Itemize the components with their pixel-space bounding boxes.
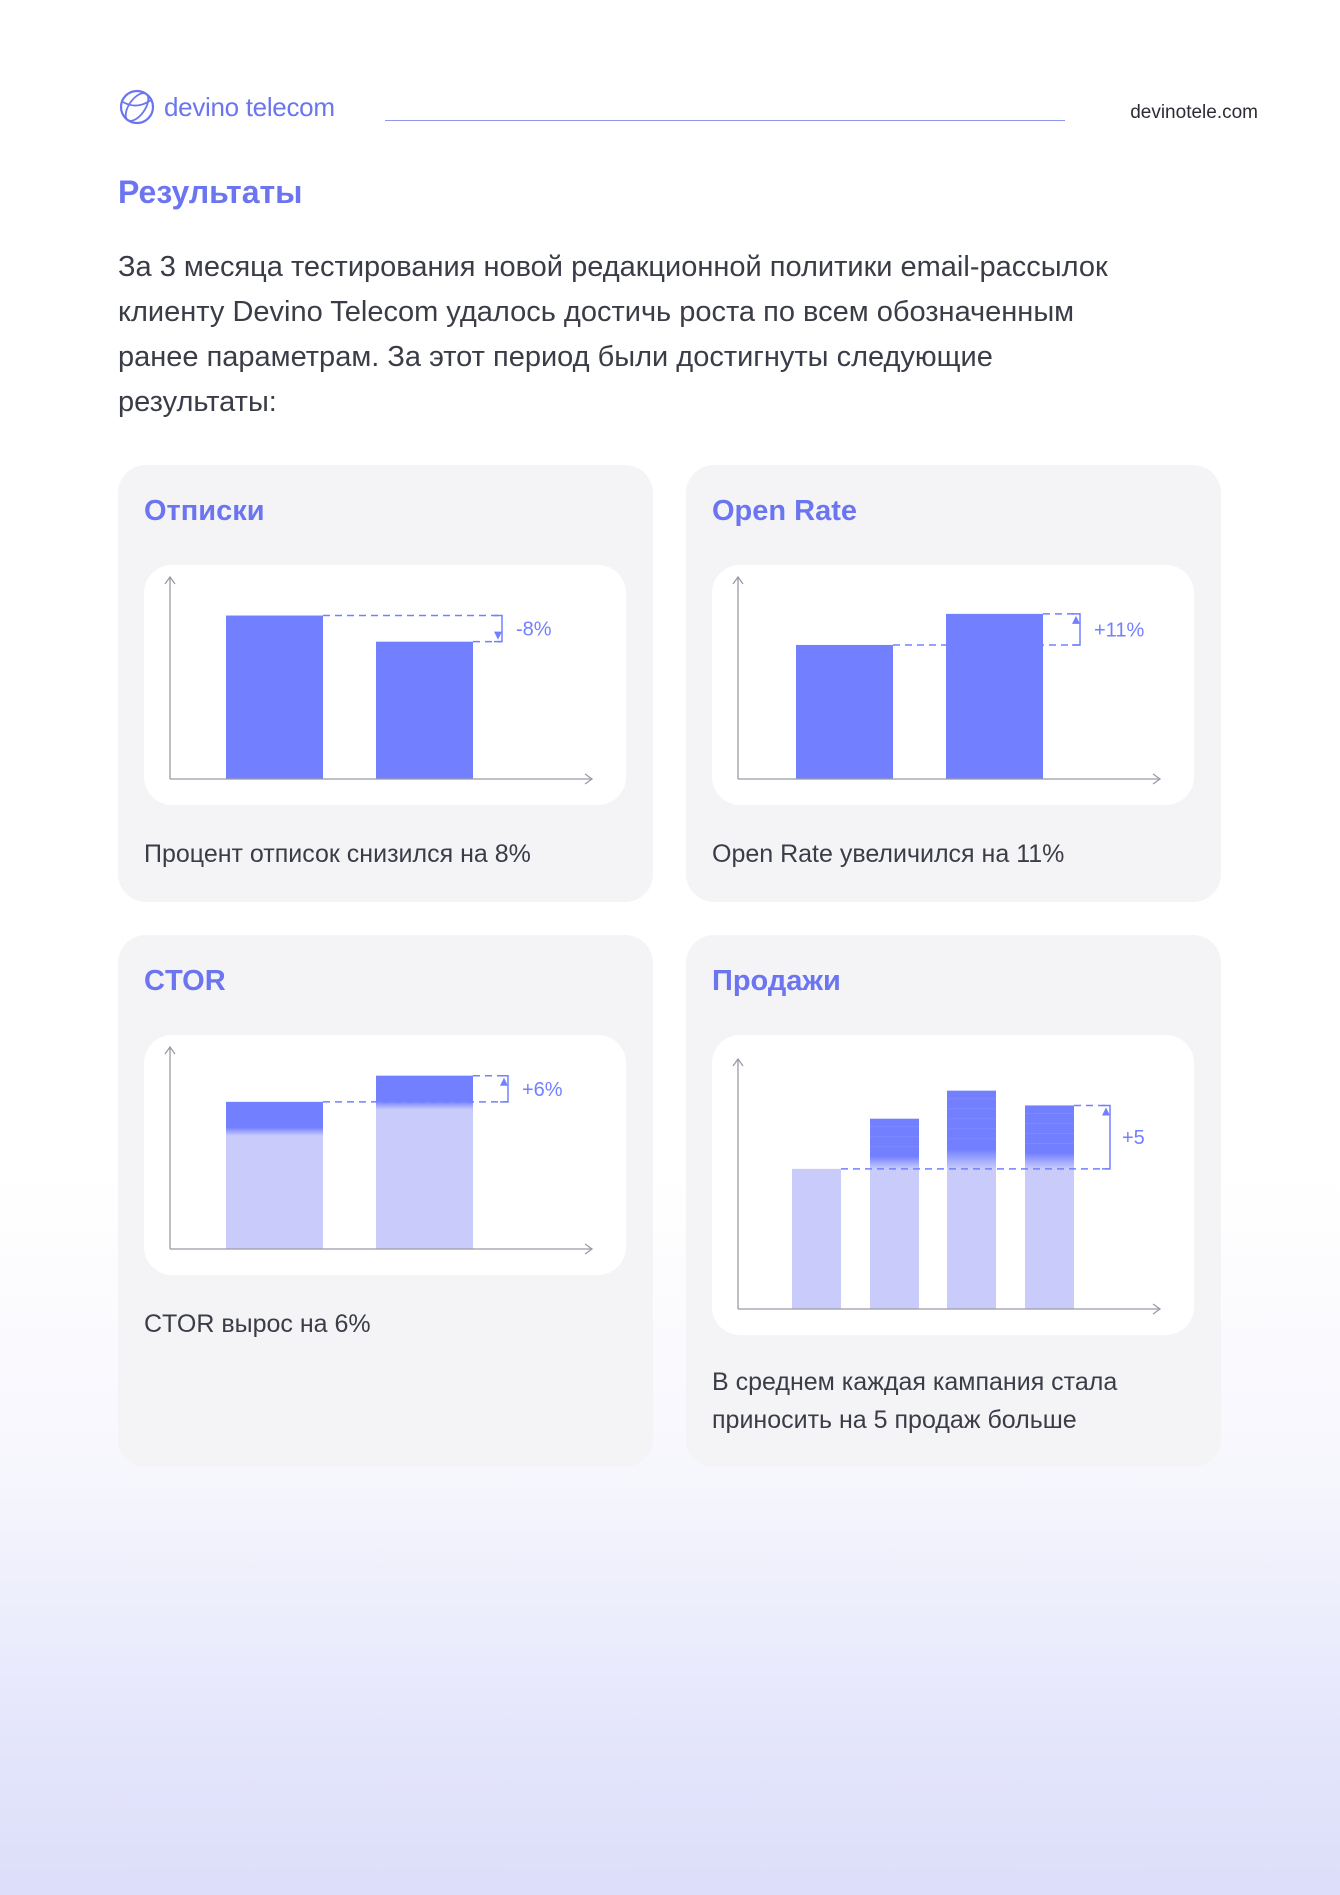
- chart-bar: [946, 613, 1043, 779]
- y-axis-arrow: [732, 1057, 744, 1067]
- change-arrow-up-icon: [500, 1077, 508, 1086]
- change-arrow-up-icon: [1072, 615, 1080, 624]
- x-axis-arrow: [1152, 1303, 1162, 1315]
- chart-bar: [226, 615, 323, 779]
- logo-text: devino telecom: [164, 91, 335, 122]
- chart-bar-highlight: [1025, 1105, 1074, 1169]
- unsubscribes-chart: -8%: [164, 575, 594, 785]
- card-ctor: CTOR +6% CTOR вырос на 6%: [118, 935, 653, 1467]
- chart-bar-highlight: [947, 1090, 996, 1169]
- chart-bar: [376, 641, 473, 779]
- globe-logo-icon: [119, 89, 155, 125]
- card-title: Продажи: [712, 965, 841, 997]
- chart-bar: [796, 644, 893, 779]
- site-link[interactable]: devinotele.com: [1130, 102, 1258, 123]
- card-caption: Open Rate увеличился на 11%: [712, 840, 1065, 868]
- card-sales: Продажи +5 В среднем каждая кампания ста…: [686, 935, 1221, 1467]
- change-bracket: [500, 1074, 509, 1103]
- sales-chart: +5: [732, 1057, 1162, 1315]
- card-title: CTOR: [144, 965, 226, 997]
- change-label: -8%: [516, 619, 552, 641]
- x-axis-arrow: [1152, 773, 1162, 785]
- chart-container: +6%: [144, 1035, 626, 1275]
- page-header: devino telecom devinotele.com: [118, 88, 1258, 138]
- section-title: Результаты: [118, 174, 303, 210]
- x-axis-arrow: [584, 1243, 594, 1255]
- change-bracket: [1102, 1104, 1111, 1170]
- brand-logo[interactable]: devino telecom: [118, 88, 335, 126]
- card-caption: Процент отписок снизился на 8%: [144, 840, 531, 868]
- card-caption: CTOR вырос на 6%: [144, 1310, 371, 1338]
- chart-bar-highlight: [226, 1101, 323, 1136]
- ctor-chart: +6%: [164, 1045, 594, 1255]
- card-unsubscribes: Отписки -8% Процент отписок снизился на …: [118, 465, 653, 902]
- change-bracket: [494, 614, 503, 643]
- change-label: +11%: [1094, 619, 1144, 641]
- open-rate-chart: +11%: [732, 575, 1162, 785]
- card-caption: В среднем каждая кампания стала приносит…: [712, 1368, 1118, 1434]
- intro-paragraph: За 3 месяца тестирования новой редакцион…: [118, 251, 1108, 418]
- chart-bar: [792, 1168, 841, 1309]
- y-axis-arrow: [164, 575, 176, 585]
- header-divider: [385, 120, 1065, 121]
- y-axis-arrow: [732, 575, 744, 585]
- card-title: Отписки: [144, 495, 265, 527]
- change-arrow-up-icon: [1102, 1107, 1110, 1116]
- card-title: Open Rate: [712, 495, 858, 527]
- change-arrow-down-icon: [494, 631, 502, 640]
- change-label: +5: [1122, 1127, 1145, 1149]
- y-axis-arrow: [164, 1045, 176, 1055]
- change-label: +6%: [522, 1079, 563, 1101]
- chart-container: +11%: [712, 565, 1194, 805]
- chart-container: +5: [712, 1035, 1194, 1335]
- change-bracket: [1072, 613, 1081, 646]
- chart-bar-highlight: [376, 1075, 473, 1110]
- card-open-rate: Open Rate +11% Open Rate увеличился на 1…: [686, 465, 1221, 902]
- chart-container: -8%: [144, 565, 626, 805]
- x-axis-arrow: [584, 773, 594, 785]
